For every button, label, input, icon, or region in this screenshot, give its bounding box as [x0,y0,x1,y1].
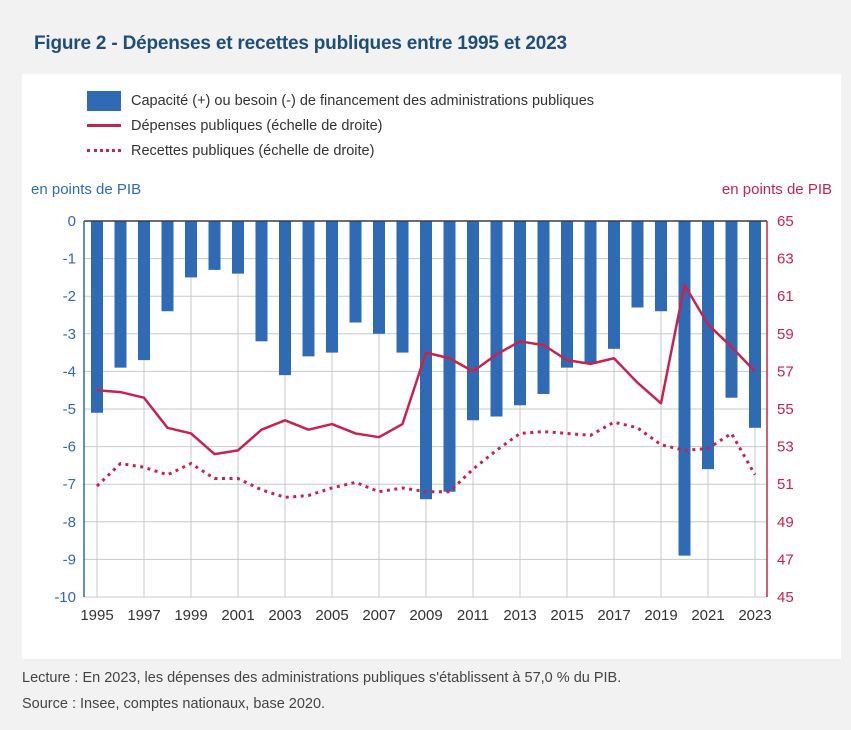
bar-1998 [161,221,174,312]
bar-1995 [91,221,103,413]
legend-label: Recettes publiques (échelle de droite) [131,142,375,159]
bar-2014 [537,221,550,394]
x-tick-label: 2021 [691,607,724,624]
right-tick-label: 61 [777,288,794,305]
right-tick-label: 57 [777,363,794,380]
bar-2011 [467,221,479,421]
legend-label: Capacité (+) ou besoin (-) de financemen… [131,92,595,109]
legend-bar-swatch [87,90,121,111]
right-tick-label: 49 [777,514,794,531]
bar-2016 [584,221,597,364]
right-axis-unit: en points de PIB [721,181,832,198]
x-tick-label: 1997 [127,607,160,624]
left-tick-label: -6 [63,439,76,456]
bar-2015 [561,221,573,368]
left-tick-label: -3 [63,326,76,343]
right-tick-label: 63 [777,251,794,268]
right-tick-label: 51 [777,476,794,493]
x-tick-label: 2007 [362,607,395,624]
bar-2021 [702,221,714,470]
legend-dotted-swatch [87,149,121,152]
line-recettes [95,420,757,499]
x-tick-label: 2017 [597,607,630,624]
bar-2022 [725,221,738,398]
legend-line-swatch [87,124,121,127]
right-tick-label: 59 [777,326,794,343]
left-tick-label: 0 [68,213,76,230]
figure-title: Figure 2 - Dépenses et recettes publique… [34,33,567,54]
x-tick-label: 1995 [80,607,113,624]
x-tick-label: 2001 [221,607,254,624]
right-tick-label: 53 [777,439,794,456]
right-tick-label: 45 [777,589,794,606]
right-tick-label: 47 [777,551,794,568]
x-tick-label: 2009 [409,607,442,624]
left-tick-label: -7 [63,476,76,493]
bar-2018 [631,221,644,308]
source-note: Source : Insee, comptes nationaux, base … [22,696,326,712]
x-tick-label: 2015 [550,607,583,624]
left-tick-label: -9 [63,551,76,568]
left-tick-label: -1 [63,251,76,268]
bar-1999 [185,221,197,278]
left-tick-label: -8 [63,514,76,531]
right-tick-label: 55 [777,401,794,418]
left-tick-label: -4 [63,363,76,380]
bar-2003 [279,221,291,376]
bar-2006 [349,221,362,323]
bar-2001 [232,221,244,274]
bar-2000 [208,221,221,270]
bar-1996 [114,221,127,368]
left-tick-label: -10 [54,589,76,606]
left-axis-unit: en points de PIB [31,181,142,198]
bar-2013 [514,221,526,406]
bar-2019 [655,221,667,312]
x-tick-label: 2005 [315,607,348,624]
legend: Capacité (+) ou besoin (-) de financemen… [87,88,594,163]
left-tick-label: -5 [63,401,76,418]
bar-2008 [396,221,409,353]
legend-item-bars: Capacité (+) ou besoin (-) de financemen… [87,88,594,113]
bar-2020 [678,221,691,556]
legend-item-recettes: Recettes publiques (échelle de droite) [87,138,594,163]
bar-2005 [326,221,338,353]
bar-2023 [749,221,761,428]
legend-label: Dépenses publiques (échelle de droite) [131,117,383,134]
x-tick-label: 2013 [503,607,536,624]
x-tick-label: 1999 [174,607,207,624]
x-tick-label: 2003 [268,607,301,624]
lecture-note: Lecture : En 2023, les dépenses des admi… [22,670,622,686]
bar-2012 [490,221,503,417]
bar-2017 [608,221,620,349]
bar-2004 [302,221,315,357]
bar-1997 [138,221,150,361]
x-tick-label: 2019 [644,607,677,624]
bar-2010 [443,221,456,492]
bar-2007 [373,221,385,334]
bar-2009 [420,221,432,500]
bar-2002 [255,221,268,342]
x-tick-label: 2011 [457,607,489,624]
x-tick-label: 2023 [738,607,771,624]
legend-item-depenses: Dépenses publiques (échelle de droite) [87,113,594,138]
line-depenses [96,283,756,456]
left-tick-label: -2 [63,288,76,305]
right-tick-label: 65 [777,213,794,230]
